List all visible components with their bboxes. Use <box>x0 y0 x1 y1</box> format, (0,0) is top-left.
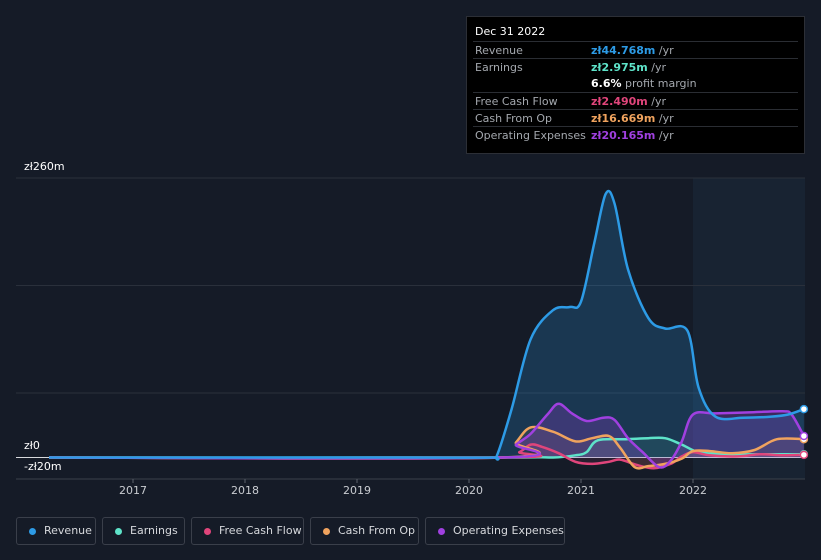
legend-item-free-cash-flow[interactable]: Free Cash Flow <box>191 517 304 545</box>
series-fill-revenue <box>49 190 804 460</box>
series-lines <box>48 189 805 470</box>
tooltip-date: Dec 31 2022 <box>475 25 546 38</box>
legend-dot-icon <box>204 528 211 535</box>
tooltip-label: Earnings <box>475 61 523 74</box>
x-tick-label: 2017 <box>119 484 147 497</box>
tooltip-value: zł2.490m /yr <box>591 95 666 108</box>
tooltip-row-earnings: Earnings zł2.975m /yr <box>473 58 798 76</box>
forecast-band <box>693 178 805 479</box>
x-tick-label: 2022 <box>679 484 707 497</box>
tooltip-row-cfo: Cash From Op zł16.669m /yr <box>473 109 798 127</box>
legend-item-revenue[interactable]: Revenue <box>16 517 96 545</box>
y-axis-top-label: zł260m <box>24 160 65 173</box>
tooltip-label: Operating Expenses <box>475 129 586 142</box>
legend-label: Operating Expenses <box>453 524 564 537</box>
tooltip-label: Free Cash Flow <box>475 95 558 108</box>
tooltip-profit-margin: 6.6% profit margin <box>591 77 697 90</box>
y-axis-bottom-label: -zł20m <box>24 460 62 473</box>
legend-item-earnings[interactable]: Earnings <box>102 517 185 545</box>
legend-item-cash-from-op[interactable]: Cash From Op <box>310 517 419 545</box>
legend-dot-icon <box>29 528 36 535</box>
tooltip-row-revenue: Revenue zł44.768m /yr <box>473 41 798 59</box>
legend-label: Revenue <box>44 524 92 537</box>
tooltip-value: zł16.669m /yr <box>591 112 674 125</box>
legend-item-operating-expenses[interactable]: Operating Expenses <box>425 517 565 545</box>
legend-label: Free Cash Flow <box>219 524 302 537</box>
legend-dot-icon <box>323 528 330 535</box>
tooltip-value: zł44.768m /yr <box>591 44 674 57</box>
tooltip-row-margin: 6.6% profit margin <box>473 75 798 92</box>
series-fill-operating-expenses <box>49 403 804 468</box>
tooltip-value: zł20.165m /yr <box>591 129 674 142</box>
tooltip-row-opex: Operating Expenses zł20.165m /yr <box>473 126 798 144</box>
series-fills <box>49 190 804 469</box>
end-marker-operating-expenses <box>799 431 809 441</box>
series-end-markers <box>799 404 809 460</box>
y-axis-zero-label: zł0 <box>24 439 40 452</box>
series-line-free-cash-flow <box>48 443 804 470</box>
tooltip-value: zł2.975m /yr <box>591 61 666 74</box>
series-line-operating-expenses <box>48 402 805 469</box>
legend-dot-icon <box>115 528 122 535</box>
series-line-revenue <box>49 189 805 461</box>
tooltip-label: Revenue <box>475 44 523 57</box>
x-tick-label: 2020 <box>455 484 483 497</box>
data-tooltip: Dec 31 2022 Revenue zł44.768m /yr Earnin… <box>466 16 805 154</box>
tooltip-row-fcf: Free Cash Flow zł2.490m /yr <box>473 92 798 110</box>
end-marker-free-cash-flow <box>799 450 809 460</box>
legend-label: Cash From Op <box>338 524 416 537</box>
legend-dot-icon <box>438 528 445 535</box>
x-tick-label: 2019 <box>343 484 371 497</box>
x-tick-label: 2018 <box>231 484 259 497</box>
x-axis-ticks: 2017 2018 2019 2020 2021 2022 <box>119 479 707 497</box>
gridlines <box>16 177 805 480</box>
tooltip-label: Cash From Op <box>475 112 553 125</box>
legend-label: Earnings <box>130 524 178 537</box>
end-marker-revenue <box>799 404 809 414</box>
x-tick-label: 2021 <box>567 484 595 497</box>
